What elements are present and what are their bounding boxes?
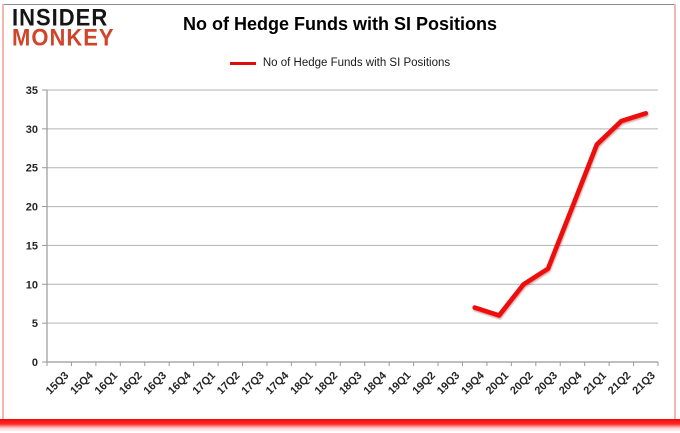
x-tick-label: 16Q4 <box>166 369 194 397</box>
x-tick-label: 18Q1 <box>288 370 316 398</box>
y-axis-label: 10 <box>26 279 38 291</box>
x-tick-label: 16Q2 <box>117 370 145 398</box>
x-tick-label: 20Q2 <box>508 370 536 398</box>
x-tick-label: 19Q1 <box>386 370 414 398</box>
x-tick-label: 21Q1 <box>581 370 609 398</box>
x-tick-label: 18Q4 <box>362 369 390 397</box>
x-tick-label: 20Q1 <box>484 370 512 398</box>
frame-top-border <box>2 4 675 5</box>
x-tick-label: 20Q4 <box>557 369 585 397</box>
y-axis-label: 20 <box>26 202 38 214</box>
x-tick-label: 21Q3 <box>630 370 658 398</box>
legend-label: No of Hedge Funds with SI Positions <box>262 57 451 69</box>
x-tick-label: 15Q4 <box>68 369 96 397</box>
x-tick-label: 19Q2 <box>410 370 438 398</box>
logo-monkey-text: MONKEY <box>12 24 115 52</box>
series-line <box>472 111 649 318</box>
chart-legend: No of Hedge Funds with SI Positions <box>0 57 680 69</box>
x-tick-label: 17Q1 <box>190 370 218 398</box>
x-tick-label: 17Q2 <box>215 370 243 398</box>
y-axis-label: 25 <box>26 163 38 175</box>
y-axis-label: 35 <box>26 85 38 97</box>
logo-insider-text: INSIDER <box>12 3 109 31</box>
x-tick-label: 17Q3 <box>239 370 267 398</box>
x-tick-label: 19Q3 <box>435 370 463 398</box>
y-axis-label: 0 <box>32 357 38 369</box>
frame-right-border <box>674 4 676 423</box>
legend-line-sample <box>229 61 256 65</box>
frame-left-border <box>2 4 4 423</box>
frame-bottom-border <box>0 419 680 432</box>
y-axis-label: 5 <box>32 318 38 330</box>
x-tick-label: 19Q4 <box>459 369 487 397</box>
insider-monkey-logo: INSIDER MONKEY <box>12 3 115 52</box>
x-tick-label: 18Q2 <box>313 370 341 398</box>
x-tick-label: 20Q3 <box>533 370 561 398</box>
x-tick-label: 16Q3 <box>142 370 170 398</box>
y-axis-label: 15 <box>26 240 38 252</box>
x-tick-label: 16Q1 <box>93 370 121 398</box>
chart-title: No of Hedge Funds with SI Positions <box>183 14 497 34</box>
x-tick-label: 15Q3 <box>44 370 72 398</box>
x-tick-label: 17Q4 <box>264 369 292 397</box>
x-tick-label: 18Q3 <box>337 370 365 398</box>
y-axis-label: 30 <box>26 124 38 136</box>
x-tick-label: 21Q2 <box>606 370 634 398</box>
